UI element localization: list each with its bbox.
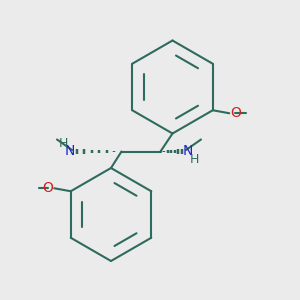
Text: O: O bbox=[43, 181, 53, 195]
Text: H: H bbox=[59, 136, 68, 150]
Text: N: N bbox=[183, 144, 194, 158]
Text: H: H bbox=[190, 153, 199, 167]
Text: N: N bbox=[64, 144, 75, 158]
Text: O: O bbox=[230, 106, 241, 120]
